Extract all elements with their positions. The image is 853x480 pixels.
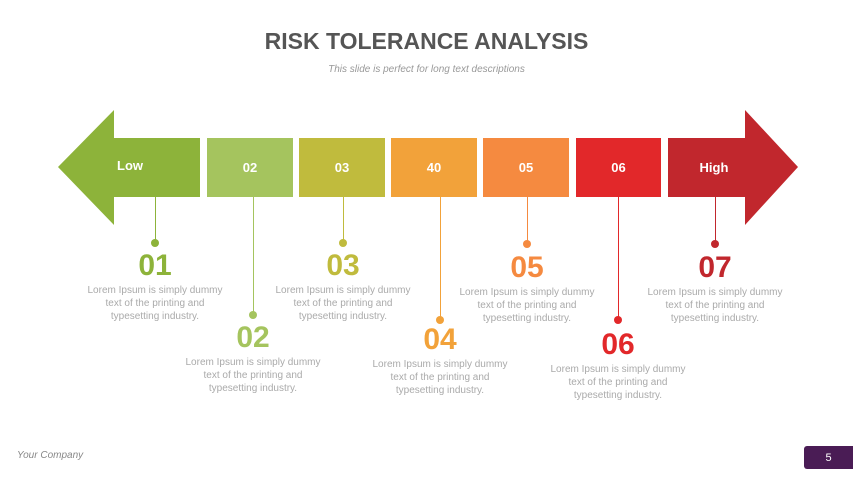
item-number: 04 (423, 323, 457, 356)
connector-line (253, 197, 254, 315)
item-description: Lorem Ipsum is simply dummy text of the … (372, 359, 508, 396)
scale-box-06: 06 (576, 138, 661, 197)
connector-line (440, 197, 441, 320)
connector-dot (523, 240, 531, 248)
item-description: Lorem Ipsum is simply dummy text of the … (185, 357, 321, 394)
item-number: 03 (326, 249, 360, 282)
item-description: Lorem Ipsum is simply dummy text of the … (550, 364, 686, 401)
high-arrow-shape (668, 110, 798, 225)
item-description: Lorem Ipsum is simply dummy text of the … (87, 285, 223, 322)
slide-subtitle: This slide is perfect for long text desc… (328, 64, 525, 75)
connector-dot (711, 240, 719, 248)
scale-box-04: 40 (391, 138, 477, 197)
page-number-badge: 5 (804, 446, 853, 469)
item-description: Lorem Ipsum is simply dummy text of the … (275, 285, 411, 322)
connector-dot (614, 316, 622, 324)
scale-high-label: High (699, 160, 729, 175)
connector-dot (339, 239, 347, 247)
footer-company: Your Company (17, 450, 84, 461)
connector-line (343, 197, 344, 243)
low-arrow-shape (58, 110, 200, 225)
item-number: 01 (138, 249, 172, 282)
connector-dot (249, 311, 257, 319)
scale-low-label: Low (117, 157, 143, 173)
connector-dot (436, 316, 444, 324)
slide-title: RISK TOLERANCE ANALYSIS (264, 28, 589, 54)
item-number: 02 (236, 321, 270, 354)
item-description: Lorem Ipsum is simply dummy text of the … (459, 287, 595, 324)
scale-box-02: 02 (207, 138, 293, 197)
connector-line (618, 197, 619, 320)
item-number: 06 (601, 328, 635, 361)
item-description: Lorem Ipsum is simply dummy text of the … (647, 287, 783, 324)
item-number: 05 (510, 251, 544, 284)
scale-box-05: 05 (483, 138, 569, 197)
connector-line (155, 197, 156, 243)
connector-line (715, 197, 716, 244)
connector-dot (151, 239, 159, 247)
connector-line (527, 197, 528, 244)
item-number: 07 (698, 251, 732, 284)
scale-box-03: 03 (299, 138, 385, 197)
